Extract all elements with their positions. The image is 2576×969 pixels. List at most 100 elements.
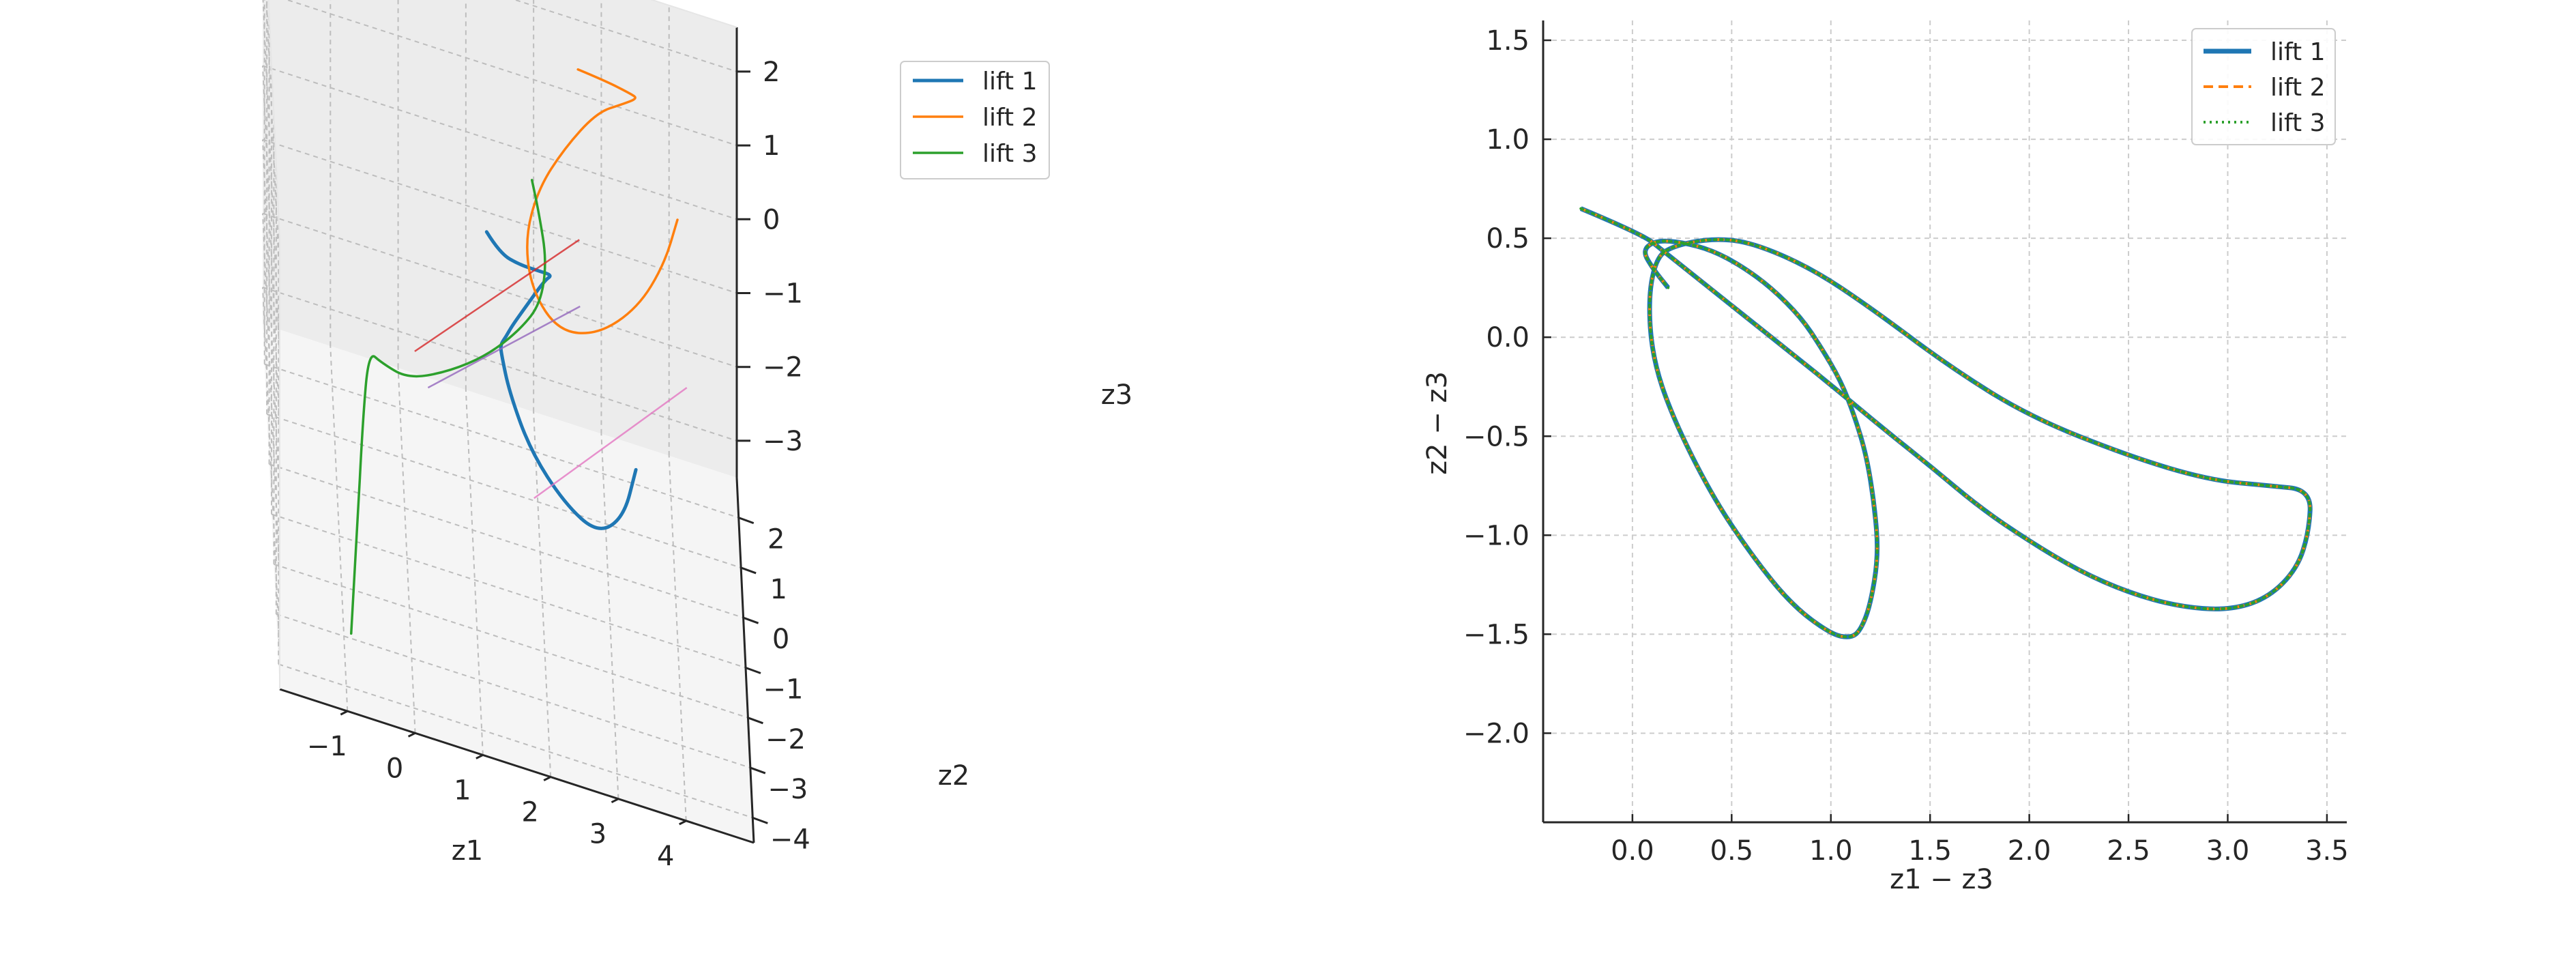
- gridline-x: [533, 411, 552, 777]
- y-axis-line: [735, 477, 755, 843]
- x-tick: [543, 776, 551, 781]
- connector-line: [533, 387, 688, 500]
- z-axis-label-z3: z3: [1101, 379, 1132, 411]
- x-axis-label: z1 − z3: [1890, 864, 1993, 895]
- legend-label: lift 3: [2270, 109, 2326, 137]
- z-tick-label: 0: [763, 204, 780, 235]
- y-tick: [752, 816, 768, 824]
- legend-label: lift 3: [982, 140, 1038, 168]
- series-line-lift-3: [350, 179, 546, 635]
- 3d-gridlines: [262, 0, 753, 821]
- x-tick-label: 0: [386, 753, 403, 784]
- pane-back: [263, 0, 737, 478]
- z-tick-label: −2: [763, 352, 803, 384]
- gridline-z: [262, 286, 737, 442]
- x-tick-label: 1.0: [1809, 835, 1853, 867]
- y-tick: [747, 717, 763, 725]
- legend-label: lift 1: [982, 68, 1038, 96]
- x-tick-label: 1: [454, 775, 471, 806]
- x-tick-label: 2.0: [2008, 835, 2051, 867]
- y-axis-label: z2 − z3: [1422, 371, 1453, 475]
- gridline-z: [262, 0, 280, 358]
- pane-floor: [263, 324, 754, 843]
- 3d-series-lines: [350, 68, 688, 635]
- series-line-lift-3: [1579, 207, 2312, 639]
- x-tick: [679, 820, 687, 826]
- x-tick: [340, 710, 348, 716]
- x-tick-label: 2: [521, 797, 538, 828]
- 2d-axes: 0.0 0.5 1.0 1.5 2.0 2.5 3.0 3.5 −2.0 −1.5 −1.0 −0.5…: [1463, 20, 2349, 867]
- z-tick-label: 1: [763, 130, 780, 162]
- gridline-y: [266, 413, 742, 568]
- gridline-y: [264, 363, 740, 519]
- y-tick-label: 0: [772, 624, 789, 655]
- y-tick-label: −2: [765, 724, 806, 755]
- y-tick-label: 0.0: [1486, 322, 1530, 353]
- y-tick: [740, 566, 757, 575]
- chart-2d-projection: 0.0 0.5 1.0 1.5 2.0 2.5 3.0 3.5 −2.0 −1.5 −1.0 −0.5…: [1422, 20, 2349, 895]
- gridline-y: [278, 663, 753, 819]
- gridline-x: [330, 346, 349, 712]
- gridline-z: [262, 212, 737, 368]
- x-tick-label: 0.5: [1710, 835, 1754, 867]
- gridline-z: [262, 287, 280, 652]
- x-tick-label: −1: [307, 731, 347, 762]
- gridline-y: [276, 613, 751, 769]
- y-tick-label: −2.0: [1463, 718, 1530, 749]
- gridline-y: [271, 513, 746, 669]
- gridline-z: [262, 66, 280, 431]
- x-tick-label: 3: [589, 819, 606, 850]
- y-tick: [750, 766, 766, 775]
- x-tick-label: 3.5: [2305, 835, 2349, 867]
- connector-line: [414, 239, 580, 352]
- gridline-y: [269, 463, 744, 619]
- legend-label: lift 2: [2270, 74, 2326, 102]
- z-tick-label: −1: [763, 278, 803, 310]
- legend-label: lift 2: [982, 104, 1038, 132]
- x-tick-label: 3.0: [2206, 835, 2250, 867]
- chart-3d-trajectories: −1 0 1 2 3 4 −4 −3 −2 −1 0 1 2 −3 −2 −1 0 1 2 z1 z2 z3 lif…: [262, 0, 1132, 872]
- legend-box: [2191, 28, 2336, 145]
- gridline-z: [285, 0, 737, 147]
- y-tick: [743, 616, 759, 624]
- x-tick-label: 0.0: [1611, 835, 1654, 867]
- legend-label: lift 1: [2270, 38, 2326, 66]
- gridline-z: [262, 139, 737, 294]
- y-tick-label: 1.0: [1486, 124, 1530, 156]
- 2d-gridlines: [1543, 20, 2347, 822]
- legend-box: [900, 61, 1050, 179]
- 3d-axis-ticks: −1 0 1 2 3 4 −4 −3 −2 −1 0 1 2 −3 −2 −1 0 1 2: [267, 0, 810, 872]
- y-tick: [738, 517, 755, 525]
- gridline-x: [465, 390, 484, 755]
- x-tick: [475, 754, 484, 760]
- x-axis-line: [279, 688, 755, 844]
- y-tick-label: −4: [770, 824, 810, 855]
- x-tick: [611, 798, 619, 804]
- y-tick-label: −1.0: [1463, 520, 1530, 551]
- x-tick: [407, 732, 416, 738]
- series-line-lift-1: [484, 230, 638, 530]
- y-tick-label: −3: [767, 774, 808, 805]
- x-axis-label-z1: z1: [452, 835, 483, 867]
- y-tick-label: 0.5: [1486, 223, 1530, 255]
- z-tick-label: 2: [763, 57, 780, 88]
- y-tick: [745, 667, 761, 674]
- gridline-x: [397, 368, 416, 734]
- gridline-x: [668, 455, 687, 821]
- z-tick-label: −3: [763, 426, 803, 457]
- gridline-x: [600, 433, 619, 799]
- connector-line: [427, 305, 581, 389]
- pane-border: [267, 0, 737, 689]
- y-tick-label: 1.5: [1486, 25, 1530, 57]
- 3d-axis-panes: [263, 0, 754, 843]
- y-axis-label-z2: z2: [938, 760, 969, 792]
- gridline-z: [262, 65, 737, 220]
- y-tick-label: −1.5: [1463, 619, 1530, 650]
- legend-2d: lift 1 lift 2 lift 3: [2191, 28, 2336, 145]
- legend-3d: lift 1 lift 2 lift 3: [900, 61, 1050, 179]
- y-tick-label: 1: [770, 574, 787, 605]
- x-tick-label: 2.5: [2107, 835, 2150, 867]
- y-tick-label: −1: [763, 674, 804, 705]
- y-tick-label: −0.5: [1463, 421, 1530, 452]
- 2d-series-lines: [1579, 206, 2313, 639]
